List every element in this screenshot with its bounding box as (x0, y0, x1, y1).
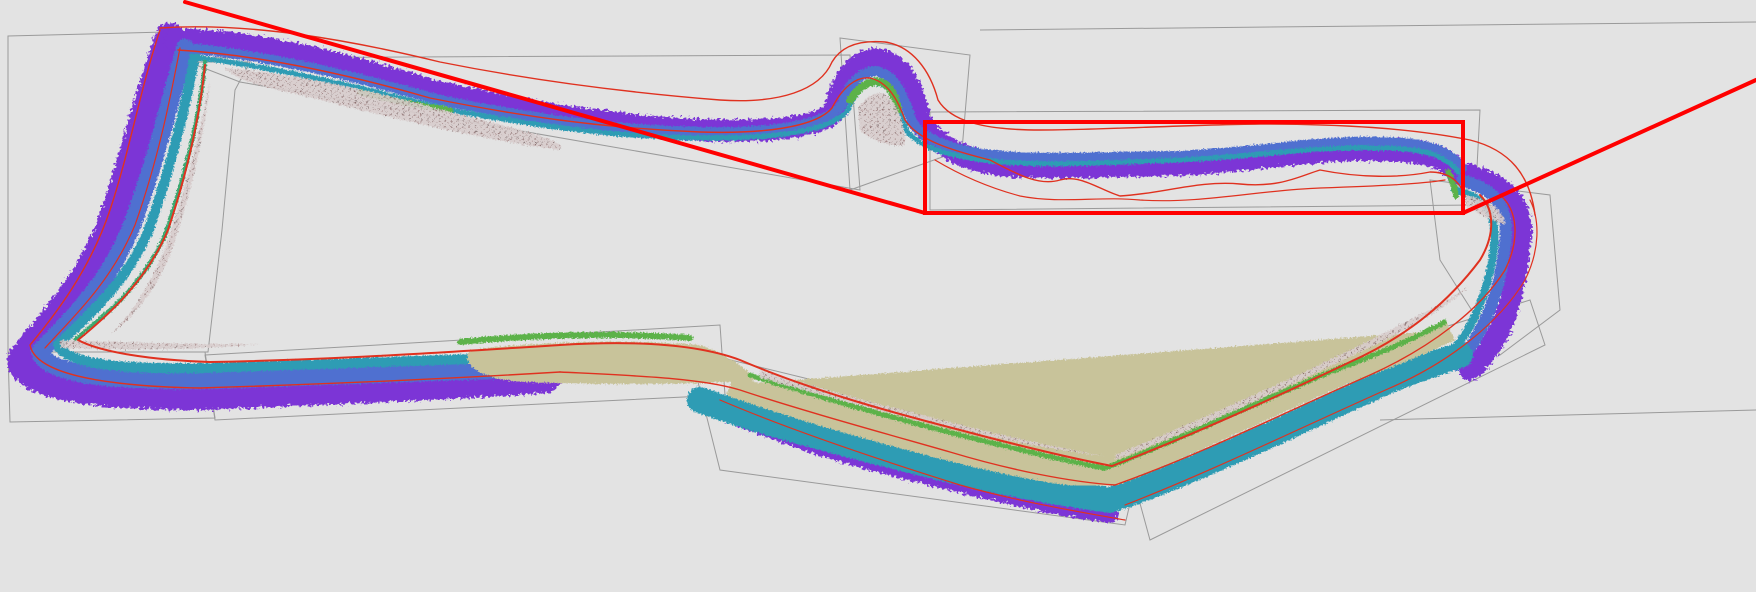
contour-west-inner (77, 64, 561, 363)
survey-tile (177, 54, 861, 191)
survey-tile-edge (1379, 409, 1756, 421)
contour-north-outer (159, 26, 1536, 216)
callout (183, 0, 1756, 215)
contour-east-outer (1124, 199, 1538, 506)
contour-south-outer (719, 399, 1126, 521)
north-bank-deep (164, 29, 1471, 186)
south-reef-green-2 (747, 372, 1108, 471)
west-bank-deep (7, 23, 560, 410)
contour-east-1 (1111, 194, 1493, 467)
north-land (225, 68, 562, 150)
east-bank-mid (1449, 174, 1512, 371)
contour-lines (29, 26, 1538, 521)
contour-north-bottom (934, 159, 1446, 202)
west-bank-teal (53, 50, 560, 374)
south-bank-teal (687, 342, 1473, 513)
south-reef-green (457, 331, 693, 345)
west-bank-mid (31, 39, 559, 390)
contour-north-inner (177, 49, 1466, 197)
northeast-land (1465, 195, 1505, 225)
survey-tile-edge (979, 21, 1756, 31)
east-land (1115, 285, 1470, 460)
highlight-box (923, 120, 1465, 215)
contour-west-inner-2 (44, 47, 181, 349)
contour-east-2 (1114, 194, 1516, 486)
leader-line-right (1461, 78, 1756, 215)
east-reef-green-2 (1445, 169, 1459, 199)
southwest-land (60, 340, 260, 350)
leader-line-left (183, 0, 927, 215)
east-bank-deep (1459, 164, 1532, 381)
contour-south-1 (559, 371, 1116, 486)
contour-west-outer (29, 29, 561, 389)
land-areas (60, 68, 1505, 460)
contour-south-2 (559, 342, 1113, 467)
headland-land (858, 93, 905, 146)
